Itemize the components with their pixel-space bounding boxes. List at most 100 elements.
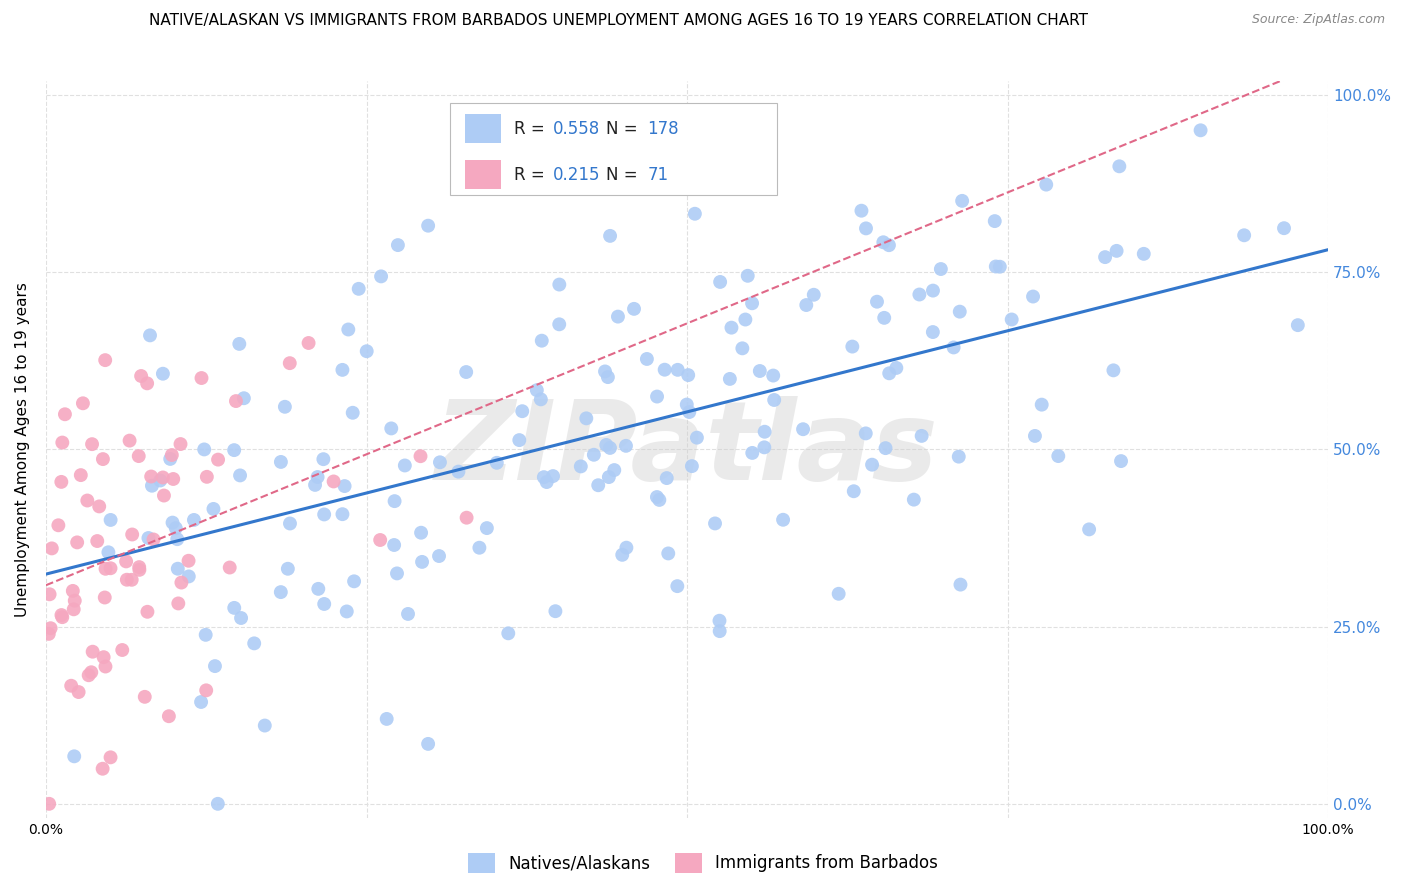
Point (224, 600, 246, 615)
Point (62, 602, 84, 616)
Point (754, 425, 776, 439)
Point (322, 475, 344, 489)
Point (645, 390, 668, 404)
Point (1272, 221, 1295, 235)
Point (195, 683, 218, 698)
Point (396, 607, 419, 621)
Point (86, 534, 108, 549)
Point (875, 441, 897, 455)
Point (536, 475, 558, 489)
Point (456, 365, 478, 379)
Point (207, 797, 229, 811)
Point (541, 469, 564, 483)
Point (929, 262, 952, 277)
Point (347, 282, 370, 296)
Point (911, 429, 934, 443)
Point (655, 471, 678, 485)
Point (193, 442, 215, 457)
Point (139, 328, 162, 343)
Point (860, 458, 883, 472)
Point (1094, 250, 1116, 264)
Point (82, 645, 104, 659)
Point (297, 336, 319, 351)
Point (118, 434, 141, 448)
Point (38, 587, 60, 601)
Point (225, 394, 247, 409)
Point (873, 310, 896, 325)
Point (337, 322, 360, 336)
Point (949, 577, 972, 591)
Point (160, 448, 183, 462)
Point (100, 513, 122, 527)
Point (195, 470, 218, 484)
Point (851, 203, 873, 218)
Point (342, 406, 364, 420)
Point (475, 521, 498, 535)
Point (575, 411, 598, 425)
Point (53, 407, 76, 421)
Point (89, 500, 111, 514)
Point (94, 591, 117, 605)
Point (80, 437, 103, 451)
Point (157, 709, 180, 723)
Point (111, 643, 134, 657)
Point (142, 533, 165, 547)
Point (38, 797, 60, 811)
Point (676, 368, 699, 383)
Point (544, 604, 567, 618)
Legend: Natives/Alaskans, Immigrants from Barbados: Natives/Alaskans, Immigrants from Barbad… (461, 847, 945, 880)
Point (657, 546, 679, 560)
Point (229, 468, 252, 483)
Point (128, 563, 150, 577)
Point (138, 531, 160, 545)
Point (166, 562, 188, 576)
Point (394, 458, 416, 473)
Point (599, 441, 621, 455)
Text: ZIPatlas: ZIPatlas (436, 396, 939, 503)
Point (614, 439, 637, 453)
Point (332, 507, 354, 521)
Point (202, 502, 225, 516)
Point (51, 608, 73, 623)
Point (754, 441, 776, 455)
Point (243, 636, 266, 650)
Point (735, 139, 758, 153)
Point (136, 605, 159, 619)
Point (333, 479, 356, 493)
Point (950, 194, 973, 208)
Point (39, 621, 62, 635)
Y-axis label: Unemployment Among Ages 16 to 19 years: Unemployment Among Ages 16 to 19 years (15, 282, 30, 616)
Point (307, 582, 329, 596)
Point (675, 398, 697, 412)
Point (709, 624, 731, 639)
Point (921, 325, 943, 339)
Point (648, 492, 671, 507)
Point (666, 363, 689, 377)
Point (855, 426, 877, 441)
Point (1102, 363, 1125, 377)
Point (229, 611, 252, 625)
Point (149, 474, 172, 488)
Point (922, 284, 945, 298)
Text: Source: ZipAtlas.com: Source: ZipAtlas.com (1251, 13, 1385, 27)
Point (886, 360, 908, 375)
Point (152, 367, 174, 381)
Point (204, 659, 226, 673)
Point (429, 455, 451, 469)
Point (356, 344, 378, 359)
Point (1022, 289, 1045, 303)
Point (121, 573, 143, 587)
Point (128, 449, 150, 463)
Point (80, 665, 103, 680)
Point (66, 535, 89, 549)
Point (41, 541, 63, 556)
Point (530, 334, 553, 348)
Point (167, 596, 190, 610)
Point (508, 433, 530, 447)
Point (792, 422, 814, 436)
Point (312, 452, 335, 467)
Point (409, 449, 432, 463)
Point (129, 369, 152, 384)
Point (177, 569, 200, 583)
Point (77, 668, 100, 682)
